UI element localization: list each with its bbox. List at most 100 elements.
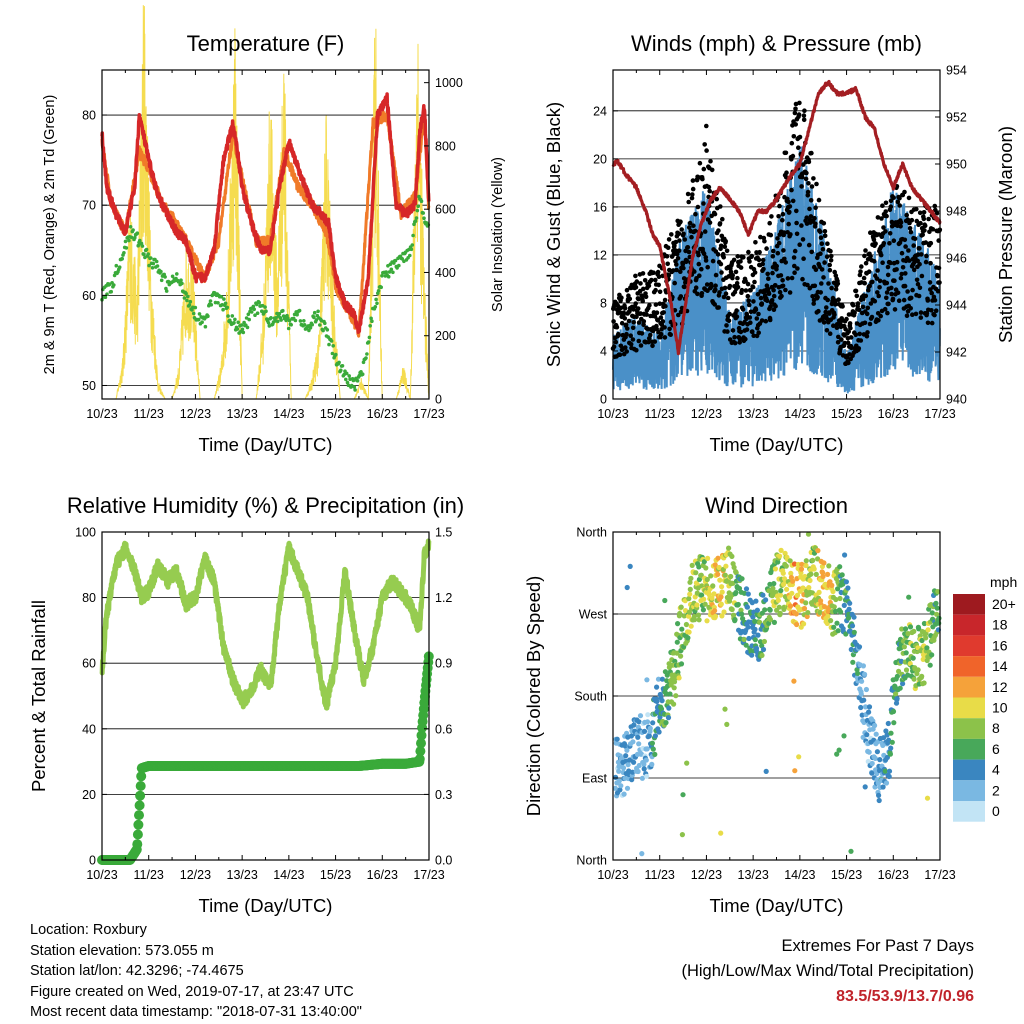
gust-point: [695, 291, 700, 297]
direction-point: [696, 617, 702, 623]
direction-point: [808, 571, 814, 577]
x-tick-label: 15/23: [320, 868, 351, 882]
gust-point: [767, 220, 772, 226]
direction-point: [803, 562, 809, 569]
direction-point: [746, 635, 752, 642]
gust-point: [628, 333, 633, 339]
gust-point: [917, 261, 922, 267]
gust-point: [903, 244, 908, 249]
gust-point: [638, 311, 643, 316]
gust-point: [777, 203, 782, 209]
gust-point: [732, 334, 737, 340]
x-tick-label: 17/23: [924, 868, 955, 882]
dewpoint-point: [120, 256, 124, 261]
dewpoint-point: [139, 241, 144, 246]
dewpoint-point: [123, 239, 128, 244]
gust-point: [765, 271, 770, 277]
gust-point: [921, 216, 927, 222]
gust-point: [671, 251, 677, 257]
gust-point: [824, 305, 829, 310]
precip-point: [133, 819, 144, 830]
dewpoint-point: [191, 311, 196, 316]
direction-point: [635, 768, 641, 775]
direction-point: [719, 613, 725, 619]
gust-point: [899, 271, 904, 277]
dewpoint-point: [413, 219, 418, 223]
chart-title: Winds (mph) & Pressure (mb): [631, 31, 922, 56]
direction-point: [646, 733, 652, 739]
gust-point: [780, 217, 785, 223]
gust-point: [648, 332, 653, 338]
gust-point: [890, 296, 896, 302]
dewpoint-point: [230, 314, 235, 318]
direction-point: [724, 721, 730, 728]
gust-point: [674, 267, 679, 273]
y-tick-label: East: [582, 772, 608, 786]
x-tick-label: 17/23: [413, 407, 444, 421]
gust-point: [672, 280, 677, 286]
dewpoint-point: [142, 252, 146, 256]
direction-point: [910, 655, 916, 661]
dewpoint-point: [216, 301, 220, 305]
gust-point: [752, 270, 758, 275]
gust-point: [777, 289, 783, 295]
dewpoint-point: [247, 317, 251, 322]
direction-point: [635, 734, 641, 740]
gust-point: [775, 250, 781, 256]
gust-point: [641, 322, 646, 328]
gust-point: [883, 200, 889, 206]
dewpoint-point: [136, 243, 140, 248]
gust-point: [859, 264, 864, 269]
gust-point: [862, 320, 868, 326]
direction-point: [645, 712, 651, 718]
gust-point: [871, 237, 877, 243]
gust-point: [784, 170, 789, 175]
gust-point: [894, 267, 899, 272]
direction-point: [825, 613, 831, 619]
gust-point: [639, 293, 645, 299]
direction-point: [858, 691, 864, 697]
direction-point: [676, 675, 682, 681]
direction-point: [636, 719, 642, 725]
gust-point: [783, 260, 788, 265]
extremes-title: Extremes For Past 7 Days: [781, 937, 974, 955]
extremes-subtitle: (High/Low/Max Wind/Total Precipitation): [681, 962, 974, 980]
direction-point: [647, 725, 653, 732]
direction-point: [900, 681, 906, 687]
solar-series: [102, 5, 430, 401]
direction-point: [625, 762, 631, 768]
y-tick-label: 16: [593, 200, 607, 214]
direction-point: [815, 548, 821, 554]
y2-tick-label: 0.3: [435, 788, 452, 802]
gust-point: [638, 281, 643, 286]
gust-point: [813, 205, 818, 210]
dewpoint-point: [252, 307, 256, 312]
gust-point: [835, 340, 841, 345]
gust-point: [734, 281, 740, 286]
direction-point: [811, 566, 817, 572]
gust-point: [762, 238, 767, 244]
gust-point: [786, 221, 791, 227]
gust-point: [861, 275, 867, 281]
gust-point: [813, 221, 818, 227]
direction-point: [699, 583, 705, 589]
direction-point: [728, 573, 734, 580]
legend-swatch: [953, 801, 985, 822]
gust-point: [929, 308, 934, 313]
gust-point: [871, 259, 877, 264]
y-tick-label: North: [576, 526, 607, 540]
direction-point: [659, 698, 665, 704]
direction-point: [644, 746, 650, 752]
gust-point: [715, 238, 721, 244]
gust-point: [717, 290, 722, 295]
gust-point: [666, 273, 672, 278]
direction-point: [905, 631, 911, 637]
gust-point: [857, 272, 863, 278]
gust-point: [796, 145, 801, 150]
gust-point: [881, 241, 887, 246]
gust-point: [895, 199, 901, 205]
direction-point: [654, 684, 660, 690]
gust-point: [704, 123, 709, 129]
gust-point: [899, 250, 905, 256]
gust-point: [712, 302, 717, 307]
